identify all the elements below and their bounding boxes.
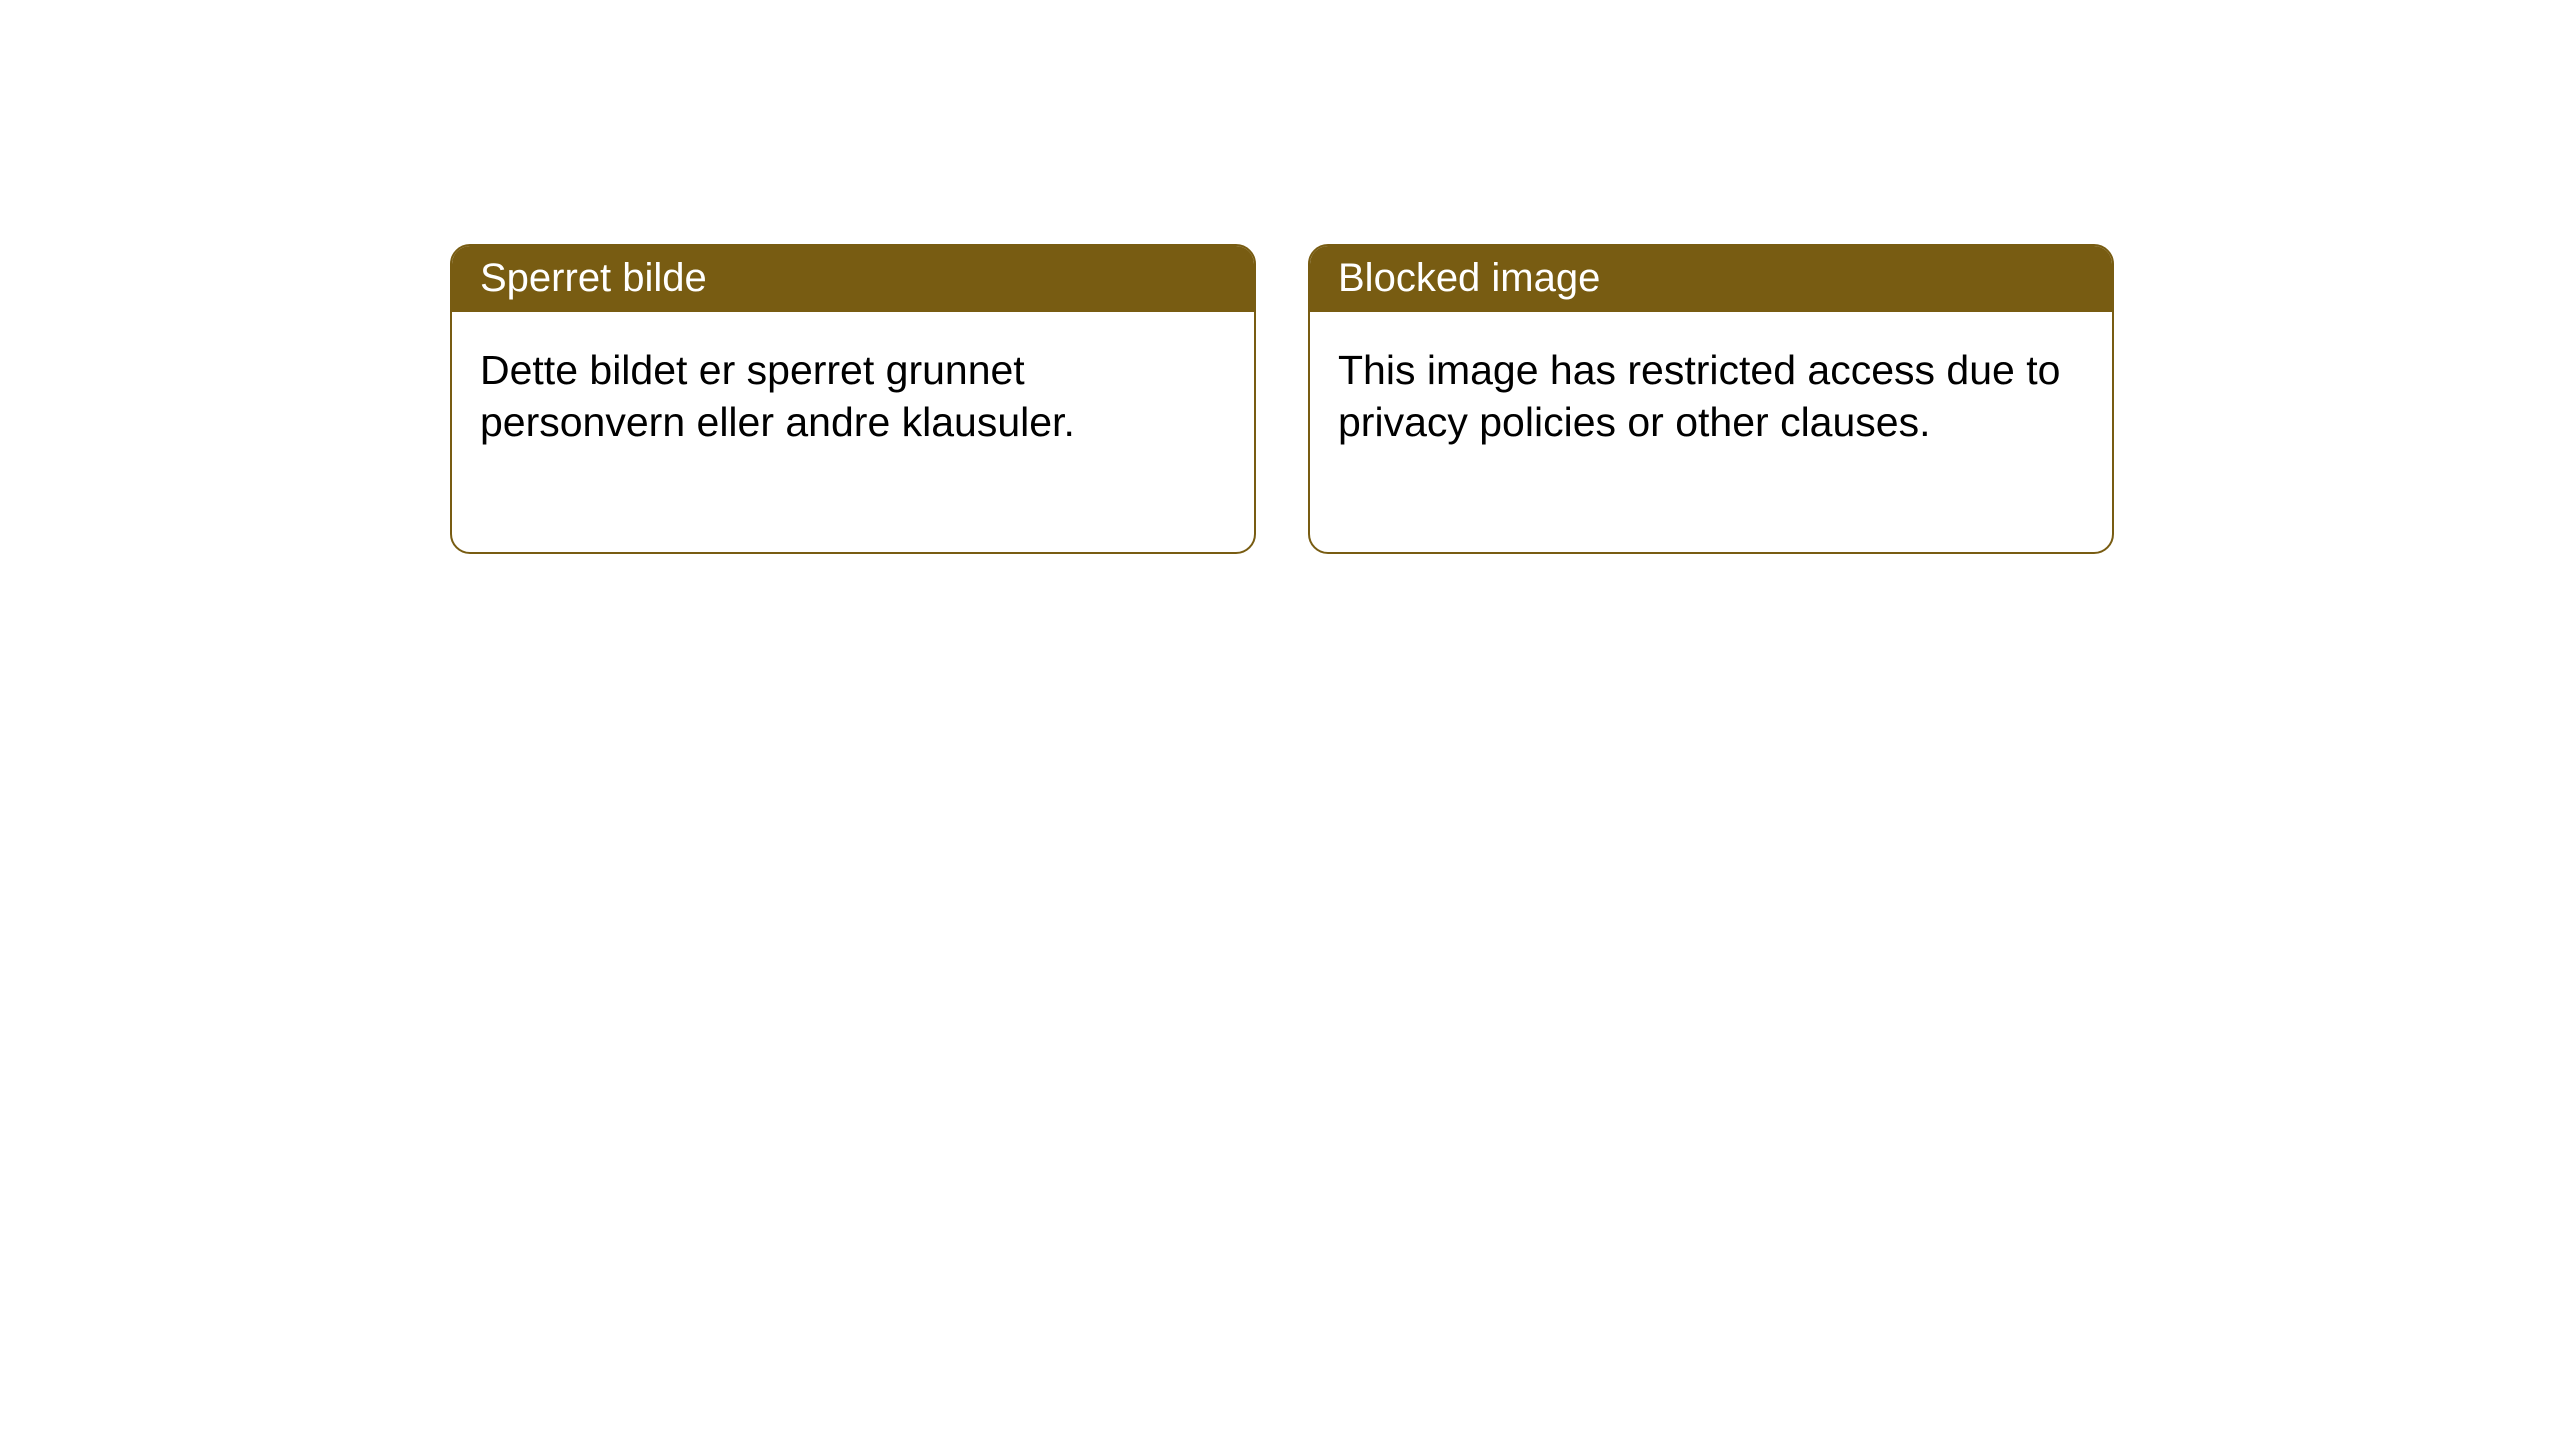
blocked-image-card-no: Sperret bilde Dette bildet er sperret gr… (450, 244, 1256, 554)
card-body-text: This image has restricted access due to … (1338, 347, 2060, 445)
card-title: Sperret bilde (480, 256, 707, 300)
card-header: Sperret bilde (452, 246, 1254, 312)
card-header: Blocked image (1310, 246, 2112, 312)
card-body: This image has restricted access due to … (1310, 312, 2112, 552)
card-title: Blocked image (1338, 256, 1600, 300)
notice-container: Sperret bilde Dette bildet er sperret gr… (450, 244, 2114, 554)
card-body-text: Dette bildet er sperret grunnet personve… (480, 347, 1075, 445)
blocked-image-card-en: Blocked image This image has restricted … (1308, 244, 2114, 554)
card-body: Dette bildet er sperret grunnet personve… (452, 312, 1254, 552)
